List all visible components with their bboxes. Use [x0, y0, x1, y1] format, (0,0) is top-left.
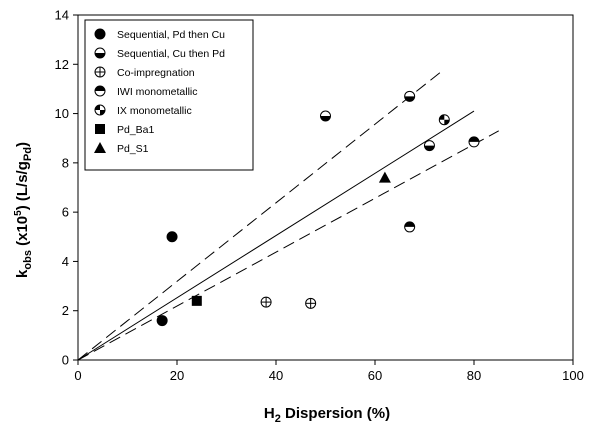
legend-marker-1 [94, 47, 106, 59]
x-tick-label: 80 [467, 368, 481, 383]
data-point-series-1 [404, 90, 416, 102]
data-point-series-2 [305, 297, 317, 309]
y-tick-label: 8 [62, 155, 69, 170]
fit-lines [77, 68, 499, 361]
data-point-series-1 [320, 110, 331, 122]
y-tick-label: 14 [55, 8, 69, 23]
x-axis-title: H2 Dispersion (%) [264, 405, 390, 425]
data-point-series-0 [156, 315, 168, 327]
x-tick-label: 0 [74, 368, 81, 383]
legend-label-0: Sequential, Pd then Cu [117, 29, 225, 41]
legend-label-1: Sequential, Cu then Pd [117, 48, 225, 60]
data-point-series-0 [166, 231, 178, 243]
solid-fit-line [77, 110, 475, 361]
x-tick-label: 40 [269, 368, 283, 383]
data-point-series-4 [438, 114, 450, 126]
data-point-series-3 [468, 136, 480, 148]
legend-label-5: Pd_Ba1 [117, 124, 155, 136]
data-point-series-5 [191, 295, 202, 306]
y-tick-label: 12 [55, 57, 69, 72]
legend-label-3: IWI monometallic [117, 86, 198, 98]
data-points [156, 90, 480, 327]
data-point-series-1 [423, 140, 435, 152]
legend: Sequential, Pd then Cu Sequential, Cu the… [84, 19, 254, 171]
legend-marker-0 [94, 28, 106, 40]
axes: 0 20 40 60 80 100 0 2 4 6 8 10 12 14 [55, 8, 584, 384]
legend-marker-2 [94, 66, 106, 78]
y-tick-label: 2 [62, 303, 69, 318]
dashed-fit-line [77, 130, 499, 361]
legend-label-4: IX monometallic [117, 105, 192, 117]
plot-frame [77, 14, 574, 361]
y-tick-label: 4 [62, 254, 69, 269]
x-tick-label: 100 [562, 368, 584, 383]
legend-marker-3 [94, 85, 106, 97]
legend-box [84, 19, 254, 171]
x-tick-label: 20 [170, 368, 184, 383]
dashed-fit-line [77, 68, 445, 361]
legend-label-6: Pd_S1 [117, 143, 149, 155]
legend-marker-5 [95, 124, 105, 134]
data-point-series-2 [260, 296, 272, 308]
y-tick-label: 0 [62, 353, 69, 368]
legend-marker-6 [94, 142, 106, 153]
y-axis-title: kobs (x105) (L/s/gPd) [13, 142, 34, 278]
legend-marker-4 [94, 104, 106, 116]
y-tick-label: 6 [62, 205, 69, 220]
data-point-series-3 [404, 221, 416, 233]
data-point-series-6 [378, 171, 391, 183]
x-tick-label: 60 [368, 368, 382, 383]
y-tick-label: 10 [55, 106, 69, 121]
legend-label-2: Co-impregnation [117, 67, 195, 79]
